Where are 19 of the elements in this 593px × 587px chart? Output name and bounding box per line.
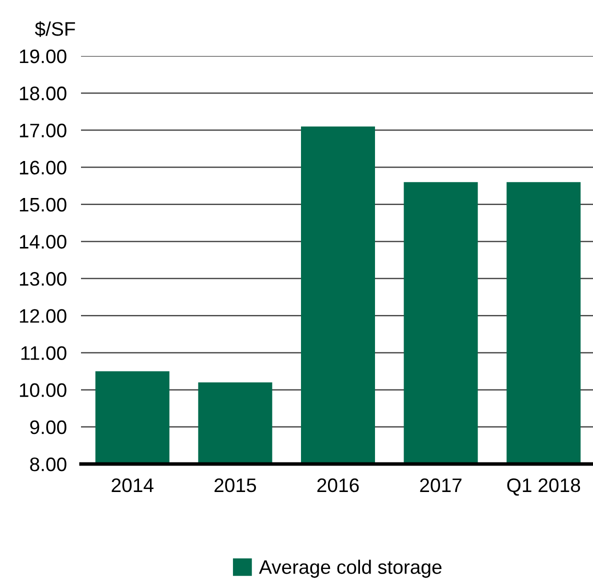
y-tick-label: 17.00 bbox=[20, 124, 66, 138]
y-tick-label: 19.00 bbox=[20, 49, 66, 64]
y-tick-label: 16.00 bbox=[20, 160, 66, 175]
y-axis-title: $/SF bbox=[34, 21, 76, 37]
legend-label: Average cold storage bbox=[258, 560, 442, 578]
x-tick-label: 2016 bbox=[317, 478, 359, 492]
y-tick-label: 8.00 bbox=[30, 457, 66, 472]
y-tick-label: 9.00 bbox=[30, 420, 66, 434]
x-tick-label: 2017 bbox=[420, 478, 462, 492]
x-tick-label: 2014 bbox=[112, 478, 154, 492]
y-tick-label: 12.00 bbox=[20, 309, 66, 323]
x-tick-label: 2015 bbox=[214, 478, 256, 492]
y-tick-label: 15.00 bbox=[20, 198, 66, 212]
y-tick-label: 14.00 bbox=[20, 234, 66, 249]
y-tick-label: 10.00 bbox=[20, 383, 66, 398]
y-tick-label: 11.00 bbox=[21, 346, 66, 360]
x-tick-label: Q1 2018 bbox=[507, 478, 580, 496]
y-tick-label: 13.00 bbox=[20, 272, 66, 286]
y-tick-label: 18.00 bbox=[20, 86, 66, 100]
